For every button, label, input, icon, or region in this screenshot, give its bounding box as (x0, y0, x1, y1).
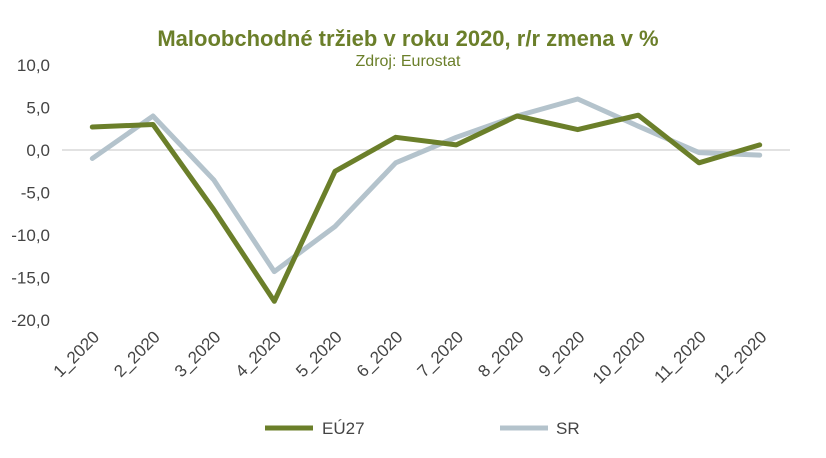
x-tick-label: 6_2020 (353, 327, 407, 381)
series-line-sr (89, 96, 763, 275)
x-tick-label: 3_2020 (171, 327, 225, 381)
chart-subtitle: Zdroj: Eurostat (355, 53, 461, 70)
x-tick-label: 11_2020 (650, 327, 709, 386)
x-tick-label: 10_2020 (589, 327, 649, 387)
legend-label: SR (556, 419, 580, 438)
x-tick-label: 9_2020 (535, 327, 589, 381)
x-tick-label: 8_2020 (474, 327, 528, 381)
y-tick-label: -5,0 (21, 184, 50, 203)
y-tick-label: 0,0 (26, 141, 50, 160)
y-tick-label: 10,0 (17, 56, 50, 75)
series-line-eu27 (89, 112, 763, 304)
x-tick-label: 7_2020 (414, 327, 468, 381)
x-tick-label: 12_2020 (710, 327, 770, 387)
y-tick-label: -15,0 (11, 269, 50, 288)
x-tick-label: 1_2020 (50, 327, 104, 381)
y-tick-label: -10,0 (11, 226, 50, 245)
x-tick-label: 2_2020 (110, 327, 164, 381)
x-tick-label: 5_2020 (292, 327, 346, 381)
y-tick-label: 5,0 (26, 99, 50, 118)
legend-label: EÚ27 (322, 419, 365, 438)
x-tick-label: 4_2020 (232, 327, 286, 381)
chart-title: Maloobchodné tržieb v roku 2020, r/r zme… (157, 26, 659, 51)
y-tick-label: -20,0 (11, 311, 50, 330)
